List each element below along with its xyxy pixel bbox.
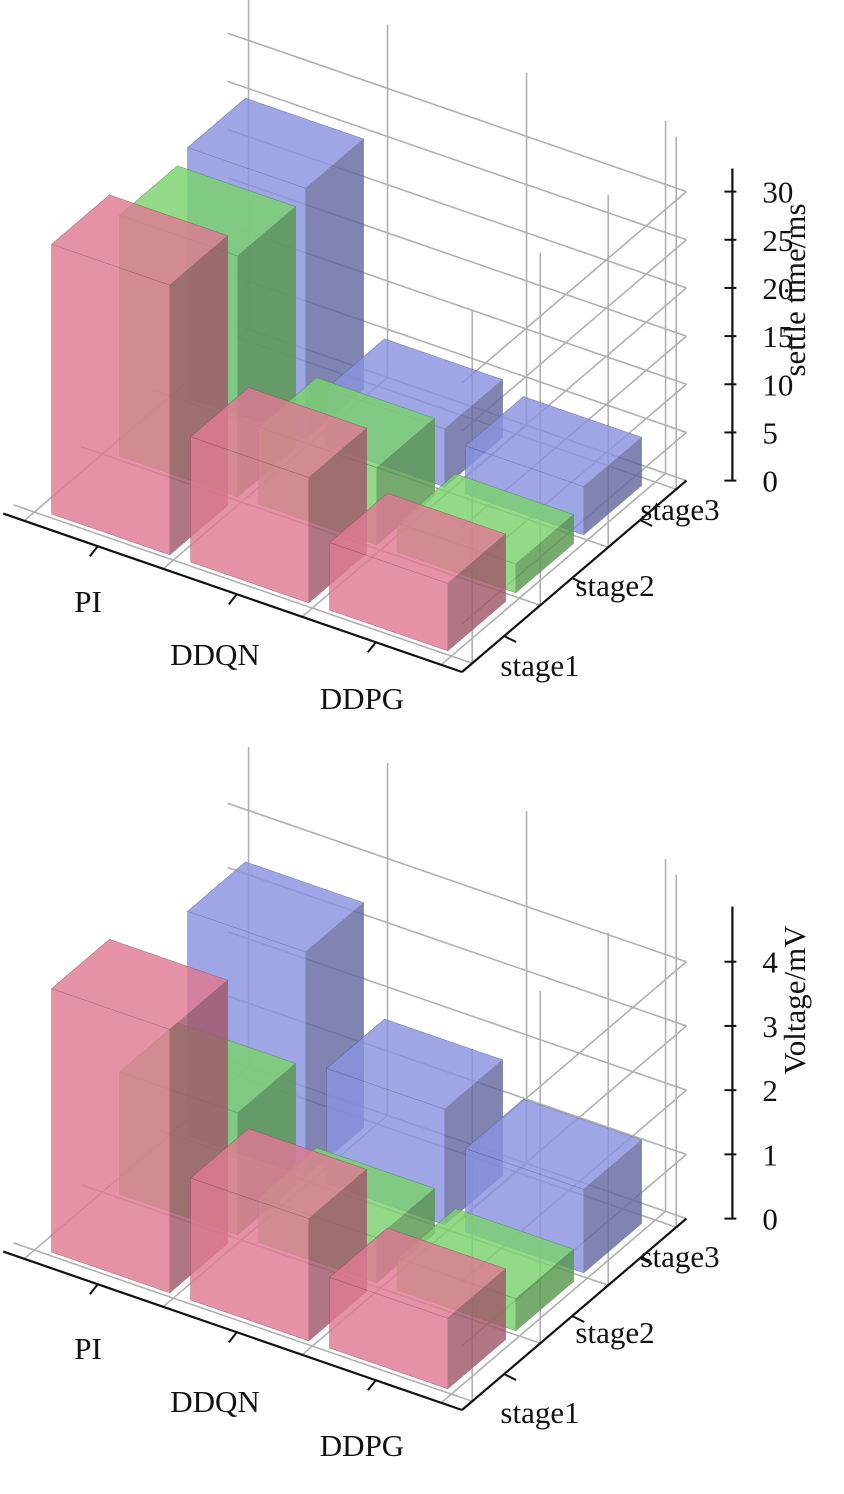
x-tick-label: DDPG (320, 681, 404, 716)
z-tick-label: 30 (762, 175, 793, 210)
x-axis-line (2, 512, 463, 674)
gridline (227, 80, 687, 241)
x-tick (367, 1379, 377, 1391)
x-tick-label: DDPG (320, 1428, 404, 1463)
z-tick-label: 1 (762, 1137, 778, 1172)
bar-front-face (51, 243, 171, 556)
x-tick (228, 593, 238, 605)
bar-top-face (465, 1098, 643, 1190)
axes: PI DDQN DDPG stage1 stage2 stage3 0 5 10 15 20 25 30… (2, 168, 812, 716)
y-tick (571, 1315, 585, 1323)
x-tick-label: PI (74, 1331, 102, 1366)
gridline (13, 1242, 473, 1403)
y-tick (639, 1257, 653, 1265)
z-axis-label: settle time/ms (777, 203, 812, 376)
z-tick-label: 3 (762, 1009, 778, 1044)
bar-top-face (326, 1018, 504, 1110)
z-tick-label: 0 (762, 464, 778, 499)
bar-top-face (187, 861, 365, 953)
chart-voltage: PI DDQN DDPG stage1 stage2 stage3 0 1 2 3 4 Voltage… (2, 747, 812, 1463)
y-tick-label: stage3 (640, 492, 719, 527)
bar-stage1-DDPG (329, 1227, 507, 1390)
y-tick (639, 519, 653, 527)
gridline (440, 1210, 667, 1404)
bar-top-face (329, 1227, 507, 1319)
y-tick-label: stage2 (575, 568, 654, 603)
y-tick (503, 1373, 517, 1381)
x-axis-line (2, 1250, 463, 1412)
y-tick-label: stage2 (575, 1315, 654, 1350)
y-tick-label: stage1 (500, 648, 579, 683)
x-tick-label: DDQN (170, 1384, 260, 1419)
z-tick-label: 2 (762, 1073, 778, 1108)
z-tick-label: 5 (762, 415, 778, 450)
y-tick (571, 577, 585, 585)
chart-settle-time: PI DDQN DDPG stage1 stage2 stage3 0 5 10 15 20 25 30… (2, 0, 812, 716)
z-axis-label: Voltage/mV (777, 925, 812, 1075)
bar-stage1-DDPG (329, 492, 507, 652)
bar-top-face (190, 1128, 368, 1220)
bar-stage1-DDQN (190, 387, 368, 604)
z-tick-label: 0 (762, 1202, 778, 1237)
gridline (461, 190, 687, 384)
x-tick (89, 1283, 99, 1295)
x-tick (89, 545, 99, 557)
x-tick-label: DDQN (170, 637, 260, 672)
bar-stage1-DDQN (190, 1128, 368, 1342)
y-axis-line (461, 479, 688, 673)
gridline (227, 802, 687, 963)
y-tick-label: stage1 (500, 1395, 579, 1430)
gridline (227, 32, 687, 193)
bar-top-face (51, 939, 229, 1030)
x-tick-label: PI (74, 584, 102, 619)
y-tick-label: stage3 (640, 1239, 719, 1274)
axes: PI DDQN DDPG stage1 stage2 stage3 0 1 2 3 4 Voltage… (2, 906, 812, 1463)
bar-top-face (465, 396, 643, 487)
bar-top-face (51, 194, 229, 286)
x-tick (367, 641, 377, 653)
gridline (13, 504, 473, 665)
z-tick-label: 15 (762, 319, 793, 354)
bar-top-face (329, 492, 507, 584)
x-tick (228, 1331, 238, 1343)
z-tick-label: 20 (762, 271, 793, 306)
z-tick-label: 25 (762, 223, 793, 258)
y-axis-line (461, 1217, 688, 1411)
gridline (440, 472, 667, 666)
bar-top-face (187, 97, 365, 189)
y-tick (503, 635, 517, 643)
bar-top-face (190, 387, 368, 478)
z-tick-label: 4 (762, 945, 778, 980)
bar-front-face (51, 988, 171, 1294)
z-tick-label: 10 (762, 367, 793, 402)
